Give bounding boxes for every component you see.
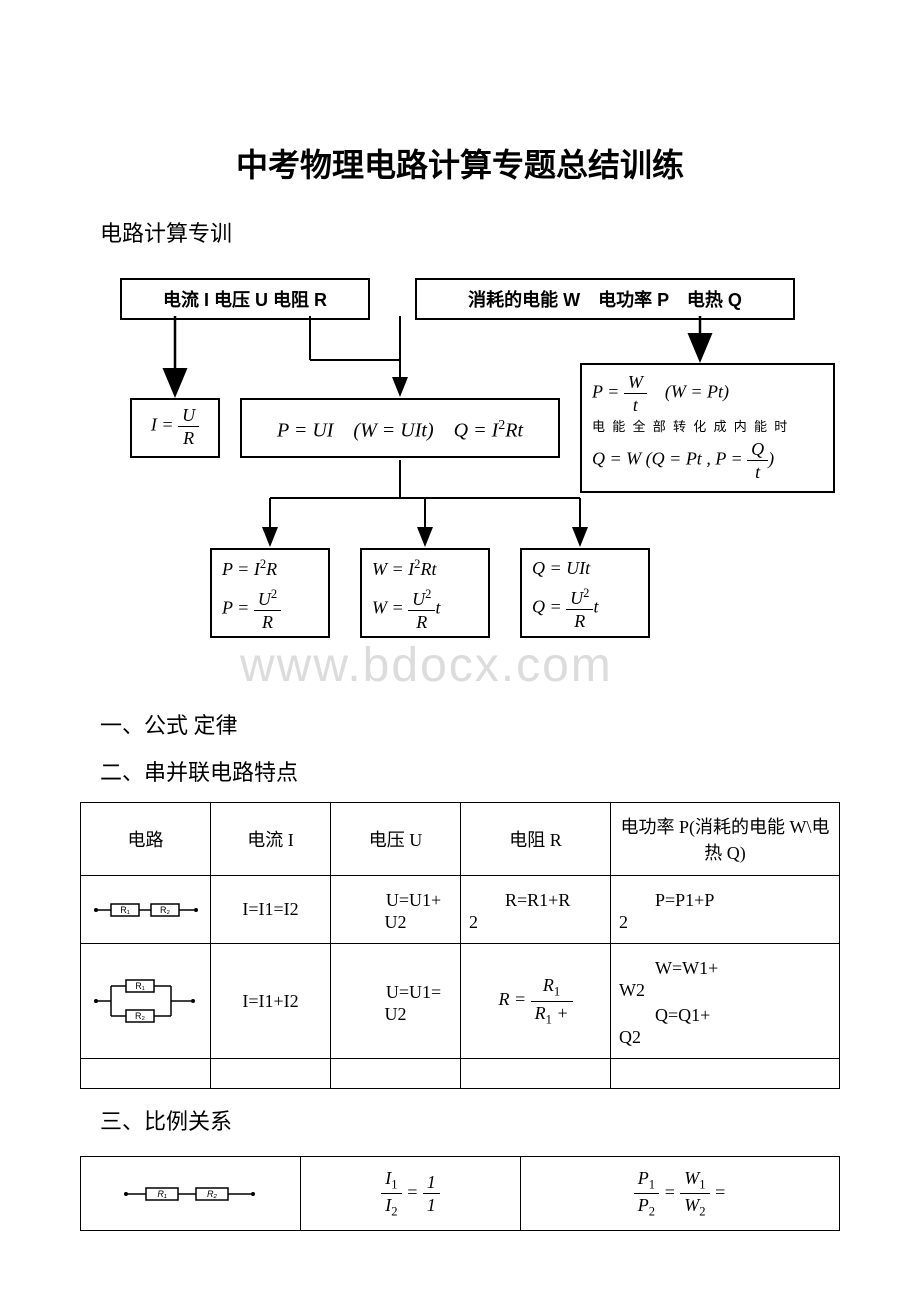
table-row: R₁ R₂ I=I1=I2 U=U1+U2 R=R1+R2 P=P1+P2 (81, 876, 840, 944)
box-bottom-3: Q = UIt Q = U2Rt (520, 548, 650, 638)
box-ohm: I = UR (130, 398, 220, 458)
section-2: 二、串并联电路特点 (100, 755, 860, 787)
cell: I=I1+I2 (211, 944, 331, 1059)
th-circuit: 电路 (81, 803, 211, 876)
subtitle: 电路计算专训 (100, 216, 860, 248)
ratio-cell-1: I1I2 = 11 (301, 1157, 521, 1231)
formula-diagram: www.bdocx.com 电流 I 电压 U 电阻 R 消耗的电能 W 电功率… (60, 268, 860, 688)
svg-text:R₂: R₂ (207, 1189, 217, 1199)
box-bottom-2: W = I2Rt W = U2Rt (360, 548, 490, 638)
svg-text:R₂: R₂ (160, 905, 170, 915)
box-mid: P = UI (W = UIt) Q = I2Rt (240, 398, 560, 458)
box-top-left: 电流 I 电压 U 电阻 R (120, 278, 370, 320)
box-top-right: 消耗的电能 W 电功率 P 电热 Q (415, 278, 795, 320)
series-circuit-icon: R₁ R₂ (91, 895, 201, 925)
ratio-cell-2: P1P2 = W1W2 = (521, 1157, 840, 1231)
ratio-table: R₁ R₂ I1I2 = 11 P1P2 = W1W2 = (80, 1156, 840, 1231)
svg-text:R₁: R₁ (157, 1189, 166, 1199)
svg-text:R₁: R₁ (135, 981, 145, 991)
characteristics-table: 电路 电流 I 电压 U 电阻 R 电功率 P(消耗的电能 W\电热 Q) R₁… (80, 802, 840, 1089)
right-note: 电 能 全 部 转 化 成 内 能 时 (592, 418, 823, 436)
th-resistance: 电阻 R (461, 803, 611, 876)
th-voltage: 电压 U (331, 803, 461, 876)
section-1: 一、公式 定律 (100, 708, 860, 740)
svg-text:R₁: R₁ (120, 905, 130, 915)
svg-text:R₂: R₂ (135, 1011, 145, 1021)
th-current: 电流 I (211, 803, 331, 876)
table-row (81, 1059, 840, 1089)
cell: I=I1=I2 (211, 876, 331, 944)
series-circuit-icon-2: R₁ R₂ (121, 1179, 261, 1209)
box-bottom-1: P = I2R P = U2R (210, 548, 330, 638)
page-title: 中考物理电路计算专题总结训练 (60, 140, 860, 186)
parallel-circuit-icon: R₁ R₂ (91, 974, 201, 1029)
th-power: 电功率 P(消耗的电能 W\电热 Q) (611, 803, 840, 876)
section-3: 三、比例关系 (100, 1104, 860, 1136)
table-row: R₁ R₂ I=I1+I2 U=U1=U2 R = R1R1 + W=W1+W2… (81, 944, 840, 1059)
watermark: www.bdocx.com (240, 638, 613, 693)
box-right: P = Wt (W = Pt) 电 能 全 部 转 化 成 内 能 时 Q = … (580, 363, 835, 493)
